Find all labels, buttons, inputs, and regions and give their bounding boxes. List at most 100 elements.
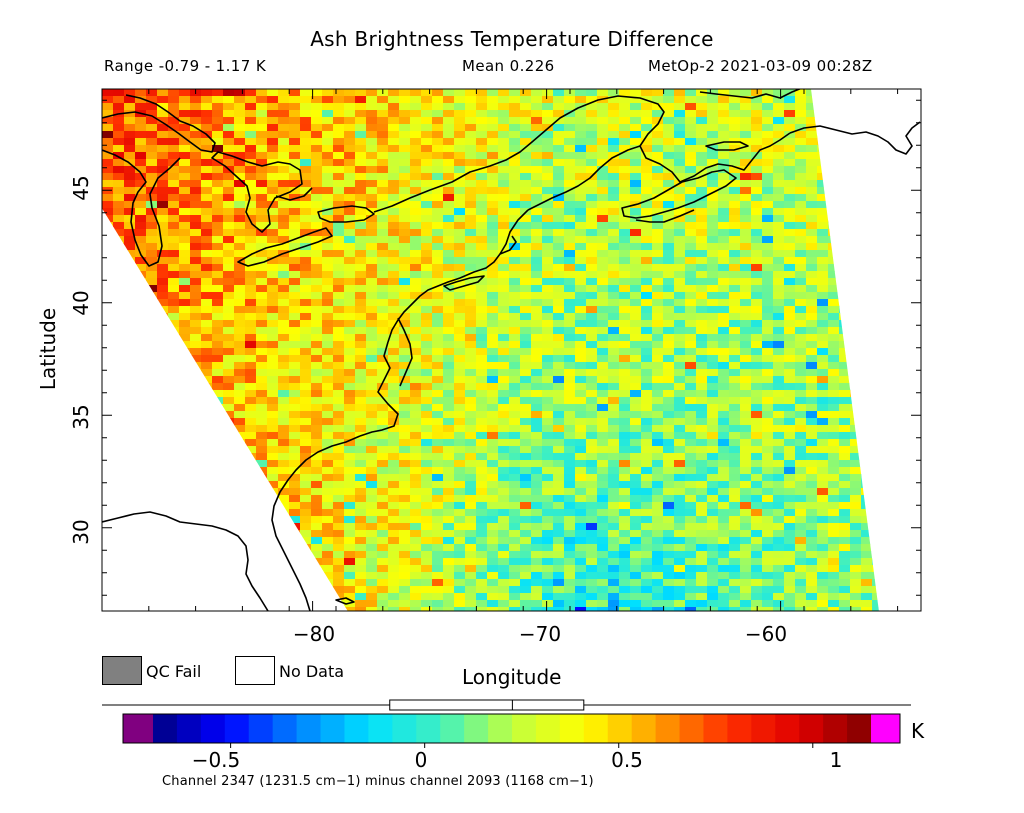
swath-cell [388,383,400,391]
swath-cell [773,236,785,244]
swath-cell [256,327,268,335]
swath-cell [443,348,455,356]
swath-cell [850,103,862,111]
swath-cell [663,495,675,503]
swath-cell [355,292,367,300]
swath-cell [498,544,510,552]
swath-cell [729,334,741,342]
swath-cell [674,439,686,447]
swath-cell [828,201,840,209]
swath-cell [399,474,411,482]
swath-cell [190,201,202,209]
swath-cell [135,194,147,202]
swath-cell [707,194,719,202]
swath-cell [344,299,356,307]
swath-cell [421,96,433,104]
swath-cell [729,327,741,335]
swath-cell [542,285,554,293]
swath-cell [531,110,543,118]
swath-cell [476,138,488,146]
swath-cell [905,194,917,202]
swath-cell [289,229,301,237]
swath-cell [740,278,752,286]
swath-cell [641,292,653,300]
swath-cell [454,306,466,314]
swath-cell [630,117,642,125]
swath-cell [135,439,147,447]
swath-cell [201,355,213,363]
swath-cell [597,390,609,398]
swath-cell [564,341,576,349]
swath-cell [278,509,290,517]
swath-cell [278,229,290,237]
swath-cell [322,138,334,146]
swath-cell [366,404,378,412]
swath-cell [388,334,400,342]
swath-cell [509,250,521,258]
swath-cell [751,215,763,223]
swath-cell [245,110,257,118]
swath-cell [289,306,301,314]
swath-cell [916,537,928,545]
swath-cell [146,313,158,321]
swath-cell [300,474,312,482]
swath-cell [696,348,708,356]
swath-cell [531,362,543,370]
swath-cell [311,439,323,447]
swath-cell [421,236,433,244]
swath-cell [817,299,829,307]
swath-cell [674,432,686,440]
swath-cell [333,425,345,433]
swath-cell [322,306,334,314]
swath-cell [707,110,719,118]
swath-cell [190,495,202,503]
swath-cell [201,509,213,517]
swath-cell [608,180,620,188]
swath-cell [663,250,675,258]
swath-cell [674,96,686,104]
swath-cell [564,474,576,482]
swath-cell [223,432,235,440]
swath-cell [366,537,378,545]
swath-cell [564,425,576,433]
swath-cell [168,544,180,552]
swath-cell [366,243,378,251]
swath-cell [586,110,598,118]
swath-cell [212,390,224,398]
swath-cell [806,516,818,524]
swath-cell [553,509,565,517]
swath-cell [685,152,697,160]
swath-cell [718,488,730,496]
swath-cell [146,271,158,279]
swath-cell [685,411,697,419]
swath-cell [344,131,356,139]
swath-cell [135,306,147,314]
swath-cell [509,348,521,356]
swath-cell [267,208,279,216]
swath-cell [113,166,125,174]
swath-cell [586,250,598,258]
swath-cell [872,166,879,174]
swath-cell [124,173,136,181]
swath-cell [718,306,730,314]
swath-cell [553,180,565,188]
swath-cell [388,96,400,104]
swath-cell [135,474,147,482]
swath-cell [366,530,378,538]
swath-cell [432,180,444,188]
swath-cell [355,271,367,279]
swath-cell [135,334,147,342]
swath-cell [597,166,609,174]
swath-cell [344,467,356,475]
swath-cell [685,131,697,139]
swath-cell [179,404,191,412]
swath-cell [388,320,400,328]
swath-cell [795,320,807,328]
swath-cell [135,285,147,293]
swath-cell [916,306,928,314]
swath-cell [289,439,301,447]
swath-cell [157,271,169,279]
swath-cell [597,551,609,559]
swath-cell [399,89,411,97]
swath-cell [256,432,268,440]
